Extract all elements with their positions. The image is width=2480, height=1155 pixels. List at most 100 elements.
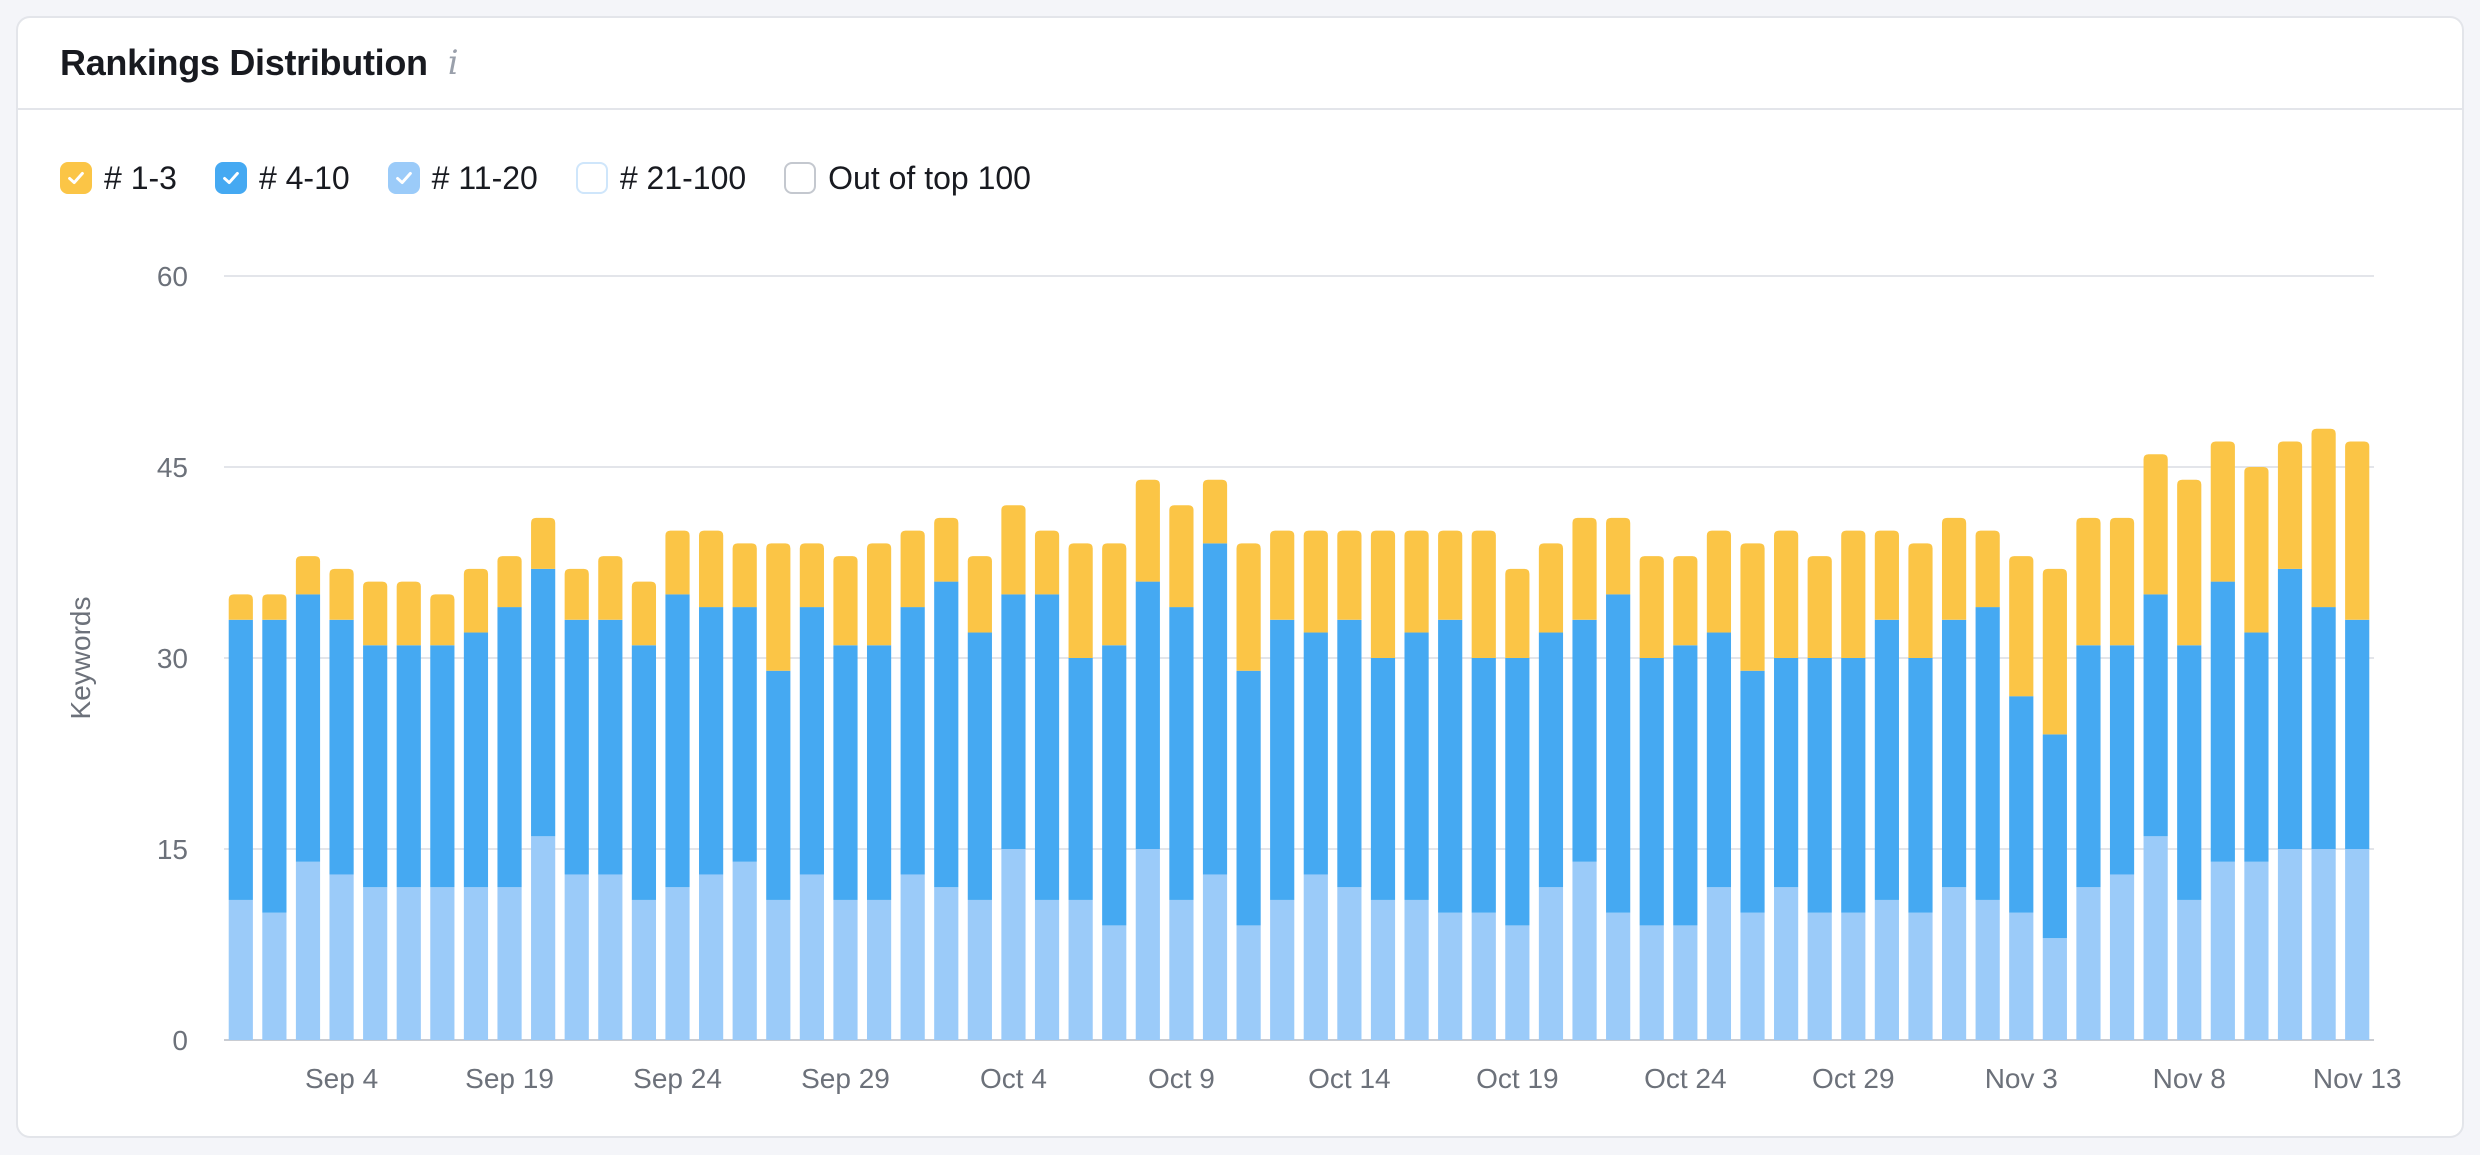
bar-segment (1370, 899, 1396, 1040)
bar-segment (1471, 530, 1496, 658)
bar-segment (2009, 556, 2034, 697)
bar-segment (1908, 543, 1933, 658)
legend-label: # 21-100 (619, 159, 747, 196)
bar-segment (1370, 658, 1396, 900)
bar-segment (2109, 874, 2135, 1040)
bar-segment (1774, 658, 1799, 888)
bar-segment (1538, 632, 1564, 888)
bar-segment (1102, 543, 1127, 646)
bar-segment (2042, 734, 2067, 939)
bar-segment (866, 645, 892, 900)
bar-segment (1706, 887, 1732, 1040)
bar-segment (1975, 899, 2000, 1040)
bar-segment (564, 619, 589, 875)
bar-segment (228, 619, 253, 900)
legend-item-1-3[interactable]: # 1-3 (60, 160, 177, 197)
bar-segment (497, 556, 522, 608)
bar-segment (866, 543, 892, 646)
x-tick-label: Nov 13 (2313, 1063, 2402, 1094)
bar-segment (2109, 645, 2135, 875)
bar-segment (1068, 543, 1093, 658)
bar-segment (1639, 925, 1664, 1040)
bar-segment (2076, 517, 2101, 646)
bar-segment (1538, 887, 1564, 1040)
bar-segment (1236, 543, 1261, 671)
y-axis-title: Keywords (65, 597, 96, 720)
bar-segment (900, 874, 925, 1040)
bar-segment (463, 887, 489, 1040)
bar-segment (2042, 938, 2067, 1040)
bar-segment (1169, 505, 1194, 608)
bar-segment (2345, 849, 2370, 1040)
info-icon[interactable]: i (447, 43, 459, 83)
bar-segment (598, 874, 623, 1040)
bar-segment (1169, 899, 1194, 1040)
bar-segment (497, 607, 522, 888)
bar-segment (699, 530, 724, 608)
bar-segment (1572, 517, 1597, 620)
bar-segment (396, 887, 421, 1040)
bar-segment (665, 594, 690, 888)
bar-segment (329, 874, 354, 1040)
bar-segment (2244, 467, 2269, 633)
bar-segment (598, 619, 623, 875)
bar-segment (228, 594, 253, 620)
bar-segment (766, 899, 791, 1040)
rankings-bar-chart: 0 15 30 45 60 Keywords Sep 4 Sep 19 Sep 24 Sep 29… (65, 261, 2402, 1094)
bar-segment (2345, 619, 2370, 849)
bar-segment (665, 530, 690, 595)
bar-segment (329, 619, 354, 875)
bar-segment (1740, 670, 1765, 913)
legend-checkbox-1-3[interactable] (60, 162, 92, 194)
bar-segment (2244, 632, 2269, 862)
x-tick-label: Sep 19 (465, 1063, 554, 1094)
bar-segment (564, 568, 589, 620)
bar-segment (1068, 658, 1093, 900)
bar-segment (1270, 899, 1295, 1040)
bar-segment (2277, 849, 2303, 1040)
bar-segment (1169, 607, 1194, 900)
bar-segment (732, 543, 757, 608)
bar-segment (766, 670, 791, 900)
legend-checkbox-out-of-top-100[interactable] (784, 162, 817, 194)
bar-segment (665, 887, 690, 1040)
legend-item-out-of-top-100[interactable]: Out of top 100 (784, 160, 1031, 197)
x-tick-label: Oct 9 (1148, 1063, 1215, 1094)
legend-checkbox-4-10[interactable] (214, 162, 247, 194)
bar-segment (2143, 836, 2168, 1040)
bar-segment (1807, 658, 1832, 913)
bar-segment (631, 899, 657, 1040)
bar-segment (1303, 530, 1328, 633)
legend-item-21-100[interactable]: # 21-100 (575, 159, 747, 197)
bar-segment (833, 556, 858, 646)
bar-segment (799, 874, 824, 1040)
bar-segment (363, 887, 388, 1040)
x-tick-label: Oct 24 (1644, 1063, 1726, 1094)
bar-segment (699, 874, 724, 1040)
bar-segment (799, 543, 824, 608)
y-tick-label: 30 (157, 643, 188, 674)
bar-segment (1034, 899, 1060, 1040)
bar-segment (430, 594, 455, 646)
bar-segment (1505, 658, 1530, 926)
bar-segment (531, 568, 556, 837)
legend-item-4-10[interactable]: # 4-10 (214, 160, 350, 197)
chart-legend: # 1-3 # 4-10 # 11-20 # 21-100 Out of top… (60, 158, 1069, 198)
legend-label: Out of top 100 (828, 159, 1031, 196)
bar-segment (2345, 441, 2370, 620)
bar-segment (329, 568, 354, 620)
legend-checkbox-21-100[interactable] (575, 162, 608, 194)
bar-segment (2177, 899, 2202, 1040)
bar-segment (1908, 658, 1933, 913)
bar-segment (1202, 874, 1228, 1040)
legend-checkbox-11-20[interactable] (387, 162, 420, 194)
bar-segment (1774, 887, 1799, 1040)
bar-segment (2210, 441, 2235, 582)
bar-segment (2210, 861, 2235, 1040)
legend-item-11-20[interactable]: # 11-20 (387, 160, 538, 197)
bar-segment (1135, 479, 1160, 582)
bar-segment (934, 581, 959, 888)
bar-segment (1841, 658, 1866, 913)
bar-segment (1135, 581, 1160, 849)
bar-segment (2143, 454, 2168, 595)
